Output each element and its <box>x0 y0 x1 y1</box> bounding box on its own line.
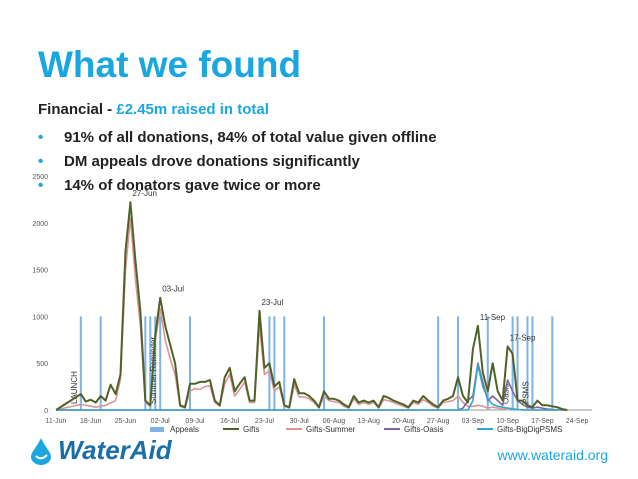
x-tick-label: 27-Aug <box>427 418 450 425</box>
wateraid-logo: WaterAid <box>28 435 172 466</box>
x-tick-label: 10-Sep <box>496 418 519 425</box>
financial-subtitle: Financial - £2.45m raised in total <box>38 101 269 118</box>
peak-annotation: 11-Sep <box>480 313 506 322</box>
water-drop-icon <box>31 437 51 465</box>
x-tick-label: 16-Jul <box>220 418 240 425</box>
findings-list: • 91% of all donations, 84% of total valu… <box>38 125 437 197</box>
series-line-gifts-bigdig <box>56 364 568 411</box>
finding-text: 91% of all donations, 84% of total value… <box>64 128 437 146</box>
x-tick-label: 30-Jul <box>290 418 310 425</box>
subtitle-label: Financial - <box>38 101 117 118</box>
x-tick-label: 13-Aug <box>357 418 380 425</box>
peak-annotation: 17-Sep <box>510 333 536 342</box>
subtitle-value: £2.45m raised in total <box>116 101 269 118</box>
x-tick-label: 24-Sep <box>566 418 589 425</box>
x-tick-label: 23-Jul <box>255 418 275 425</box>
series-line-gifts <box>55 201 568 411</box>
x-tick-label: 09-Jul <box>185 418 205 425</box>
logo-text: WaterAid <box>58 435 172 465</box>
slide-title: What we found <box>38 44 302 85</box>
x-tick-label: 03-Sep <box>462 418 485 425</box>
x-tick-label: 18-Jun <box>80 418 102 425</box>
legend-swatch-appeals <box>150 427 164 432</box>
x-tick-label: 06-Aug <box>323 418 346 425</box>
finding-text: 14% of donators gave twice or more <box>64 176 321 194</box>
y-tick-label: 2000 <box>32 221 48 228</box>
x-tick-label: 20-Aug <box>392 418 415 425</box>
series-line-gifts-oasis <box>56 362 568 411</box>
x-tick-label: 02-Jul <box>151 418 171 425</box>
peak-annotation: 03-Jul <box>162 285 184 294</box>
y-tick-label: 2500 <box>32 174 48 181</box>
appeal-label: PSMS <box>521 381 530 404</box>
donations-chart: 0 500 1000 1500 2000 2500 11-Jun 18-Jun 25-Jun 02… <box>32 174 592 434</box>
bullet-icon: • <box>38 128 44 146</box>
x-tick-label: 25-Jun <box>115 418 137 425</box>
y-tick-label: 0 <box>44 408 48 415</box>
x-tick-label: 11-Jun <box>46 418 67 425</box>
legend-label: Appeals <box>170 425 199 434</box>
appeal-label: LAUNCH <box>70 371 79 404</box>
finding-item: • 91% of all donations, 84% of total valu… <box>38 125 437 149</box>
finding-item: • 14% of donators gave twice or more <box>38 173 437 197</box>
legend-label: Gifts-Oasis <box>404 425 444 434</box>
legend-label: Gifts <box>243 425 259 434</box>
legend-label: Gifts-Summer <box>306 425 356 434</box>
y-tick-label: 1000 <box>32 314 48 321</box>
x-tick-label: 17-Sep <box>531 418 554 425</box>
appeal-label: Oasis <box>502 384 511 404</box>
website-url[interactable]: www.wateraid.org <box>497 447 609 463</box>
y-tick-label: 500 <box>36 361 48 368</box>
finding-text: DM appeals drove donations significantly <box>64 152 360 170</box>
series-line-gifts-summer <box>55 217 568 411</box>
legend-label: Gifts-BigDigPSMS <box>497 425 562 434</box>
y-tick-label: 1500 <box>32 268 48 275</box>
peak-annotation: 23-Jul <box>261 298 283 307</box>
bullet-icon: • <box>38 176 44 194</box>
bullet-icon: • <box>38 152 44 170</box>
peak-annotation: 27-Jun <box>132 189 156 198</box>
finding-item: • DM appeals drove donations significantl… <box>38 149 437 173</box>
